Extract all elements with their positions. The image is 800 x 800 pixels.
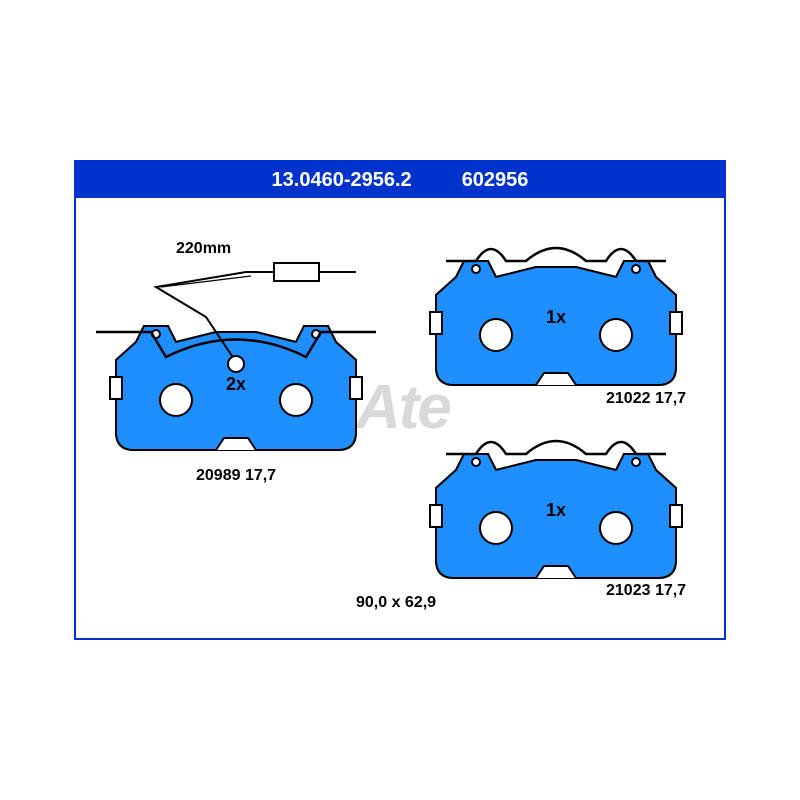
pad-left-code: 20989 17,7: [196, 467, 276, 485]
pad-bottom-right-code: 21023 17,7: [606, 582, 686, 600]
qty-label: 2x: [226, 374, 246, 394]
header-bar: 13.0460-2956.2 602956: [76, 162, 724, 198]
pad-top-right-code: 21022 17,7: [606, 390, 686, 408]
brake-pad-left: 2x: [96, 262, 376, 482]
brake-pad-top-right: 1x: [416, 217, 696, 407]
brake-pad-bottom-right: 1x: [416, 410, 696, 600]
wire-length-label: 220mm: [176, 240, 231, 258]
canvas: 13.0460-2956.2 602956 Ate: [0, 0, 800, 800]
dimensions-label: 90,0 x 62,9: [356, 594, 436, 612]
diagram-frame: 13.0460-2956.2 602956 Ate: [74, 160, 726, 640]
svg-text:1x: 1x: [546, 500, 566, 520]
svg-text:1x: 1x: [546, 307, 566, 327]
short-code: 602956: [462, 169, 529, 192]
part-number: 13.0460-2956.2: [272, 169, 412, 192]
